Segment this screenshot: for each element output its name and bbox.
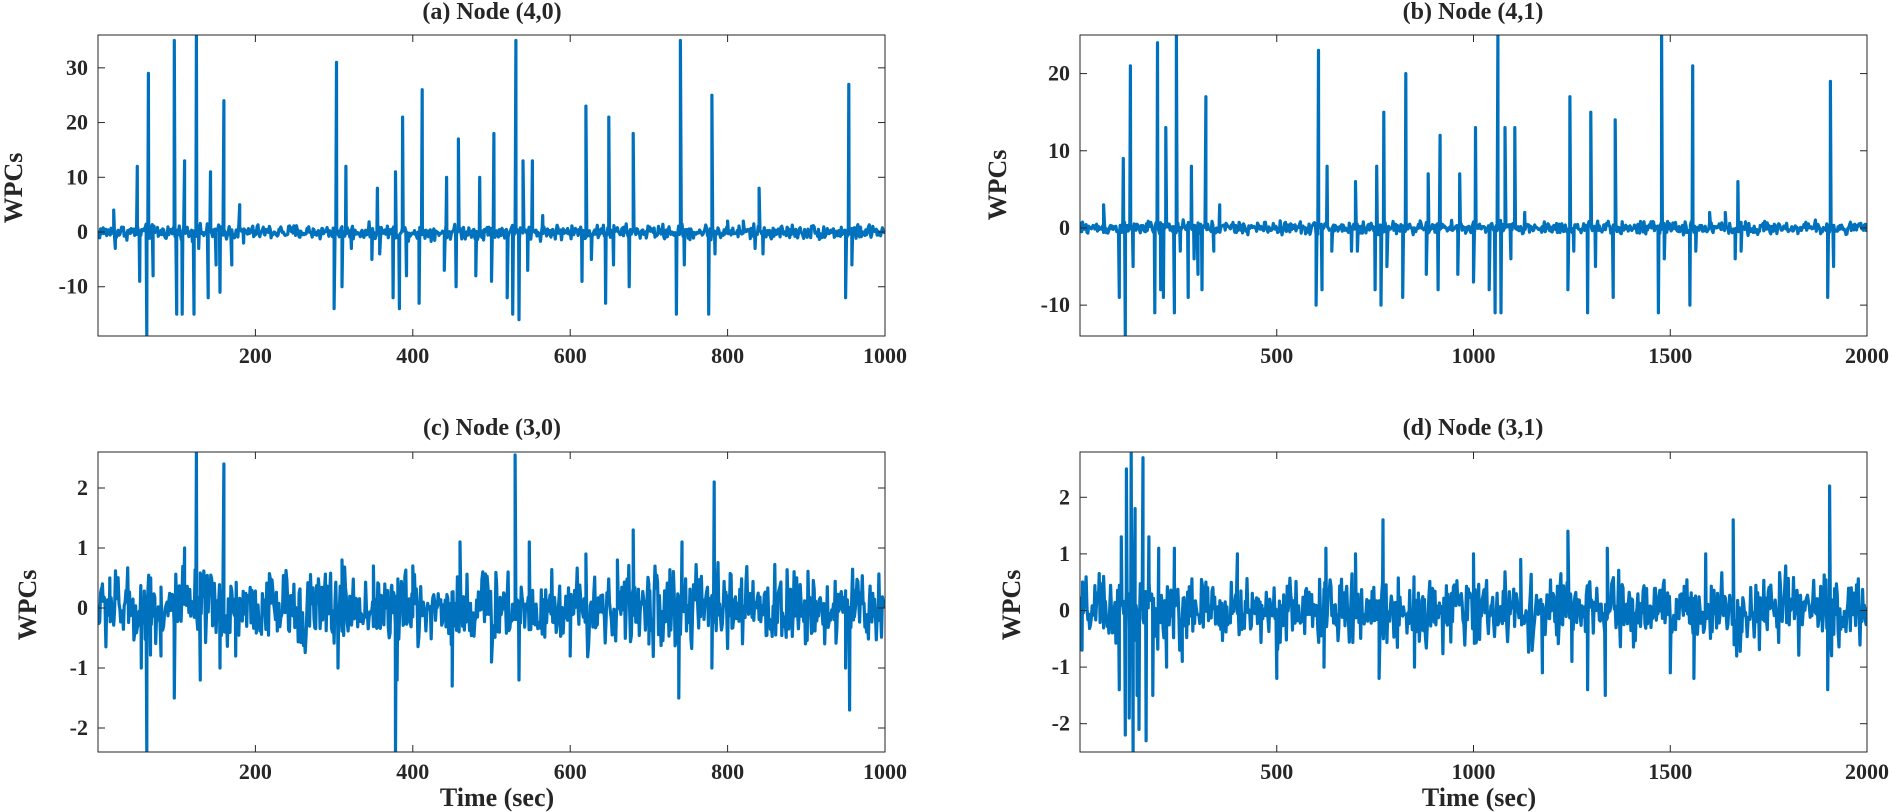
panel-d-ytick-label: 1 [1059, 541, 1070, 566]
panel-d-xtick-label: 2000 [1845, 759, 1889, 784]
panel-b-plot: 500 1000 1500 2000 -10 0 10 20 [1041, 34, 1889, 368]
panel-c-title: (c) Node (3,0) [423, 415, 561, 441]
panel-b-series-line [1080, 35, 1867, 336]
panel-b-xtick-label: 1500 [1648, 343, 1692, 368]
panel-b-axes-box [1079, 34, 1868, 337]
panel-a-xtick-label: 400 [396, 343, 429, 368]
panel-c-xtick-label: 600 [554, 759, 587, 784]
panel-a: (a) Node (4,0) WPCs 200 400 600 800 1000 -10 0… [0, 0, 907, 368]
panel-c-ytick-label: 0 [77, 595, 88, 620]
panel-c-ylabel: WPCs [13, 570, 42, 641]
panel-a-xtick-label: 800 [711, 343, 744, 368]
panel-d-xtick-label: 1500 [1648, 759, 1692, 784]
panel-c-ytick-label: -1 [70, 655, 88, 680]
panel-c-xtick-label: 1000 [863, 759, 907, 784]
panel-c-xlabel: Time (sec) [440, 783, 554, 812]
panel-b-ytick-label: 10 [1048, 138, 1070, 163]
panel-c-xtick-label: 200 [239, 759, 272, 784]
panel-a-series-line [98, 35, 885, 336]
panel-d-plot: 500 1000 1500 2000 -2 -1 0 1 2 [1052, 451, 1889, 784]
panel-c-series-line [98, 452, 885, 752]
panel-c-xtick-label: 800 [711, 759, 744, 784]
panel-a-ytick-label: 10 [66, 164, 88, 189]
panel-d-xtick-label: 1000 [1452, 759, 1496, 784]
panel-b-xtick-label: 500 [1260, 343, 1293, 368]
panel-d: (d) Node (3,1) WPCs Time (sec) 500 1000 15… [997, 415, 1889, 812]
panel-a-axes-box [97, 34, 886, 337]
panel-a-ylabel: WPCs [0, 153, 28, 224]
panel-d-ytick-label: 0 [1059, 597, 1070, 622]
panel-b: (b) Node (4,1) WPCs 500 1000 1500 2000 -10 0 1… [983, 0, 1889, 368]
panel-d-ytick-label: -2 [1052, 711, 1070, 736]
panel-a-xtick-label: 200 [239, 343, 272, 368]
panel-c-plot: 200 400 600 800 1000 -2 -1 0 1 2 [70, 451, 907, 784]
panel-a-ytick-label: 20 [66, 110, 88, 135]
panel-a-ytick-label: 30 [66, 55, 88, 80]
panel-c-xtick-label: 400 [396, 759, 429, 784]
panel-c-ytick-label: -2 [70, 715, 88, 740]
panel-b-xtick-label: 1000 [1452, 343, 1496, 368]
panel-d-xtick-label: 500 [1260, 759, 1293, 784]
panel-c: (c) Node (3,0) WPCs Time (sec) 200 400 600… [13, 415, 907, 812]
panel-c-ytick-label: 1 [77, 535, 88, 560]
panel-b-ytick-label: 0 [1059, 215, 1070, 240]
panel-d-series-line [1080, 452, 1867, 752]
panel-a-xtick-label: 600 [554, 343, 587, 368]
panel-b-xtick-label: 2000 [1845, 343, 1889, 368]
panel-d-ytick-label: -1 [1052, 654, 1070, 679]
panel-d-ylabel: WPCs [997, 570, 1026, 641]
panel-c-axes-box [97, 451, 886, 753]
panel-d-ytick-label: 2 [1059, 484, 1070, 509]
panel-a-ytick-label: -10 [59, 274, 88, 299]
panel-b-title: (b) Node (4,1) [1403, 0, 1544, 25]
panel-c-ytick-label: 2 [77, 475, 88, 500]
panel-d-xlabel: Time (sec) [1422, 783, 1536, 812]
panel-b-ytick-label: 20 [1048, 61, 1070, 86]
panel-d-title: (d) Node (3,1) [1403, 415, 1544, 441]
panel-a-plot: 200 400 600 800 1000 -10 0 10 20 30 [59, 34, 907, 368]
panel-a-ytick-label: 0 [77, 219, 88, 244]
panel-b-ylabel: WPCs [983, 150, 1012, 221]
panel-a-xtick-label: 1000 [863, 343, 907, 368]
panel-a-title: (a) Node (4,0) [422, 0, 561, 25]
panel-b-ytick-label: -10 [1041, 292, 1070, 317]
